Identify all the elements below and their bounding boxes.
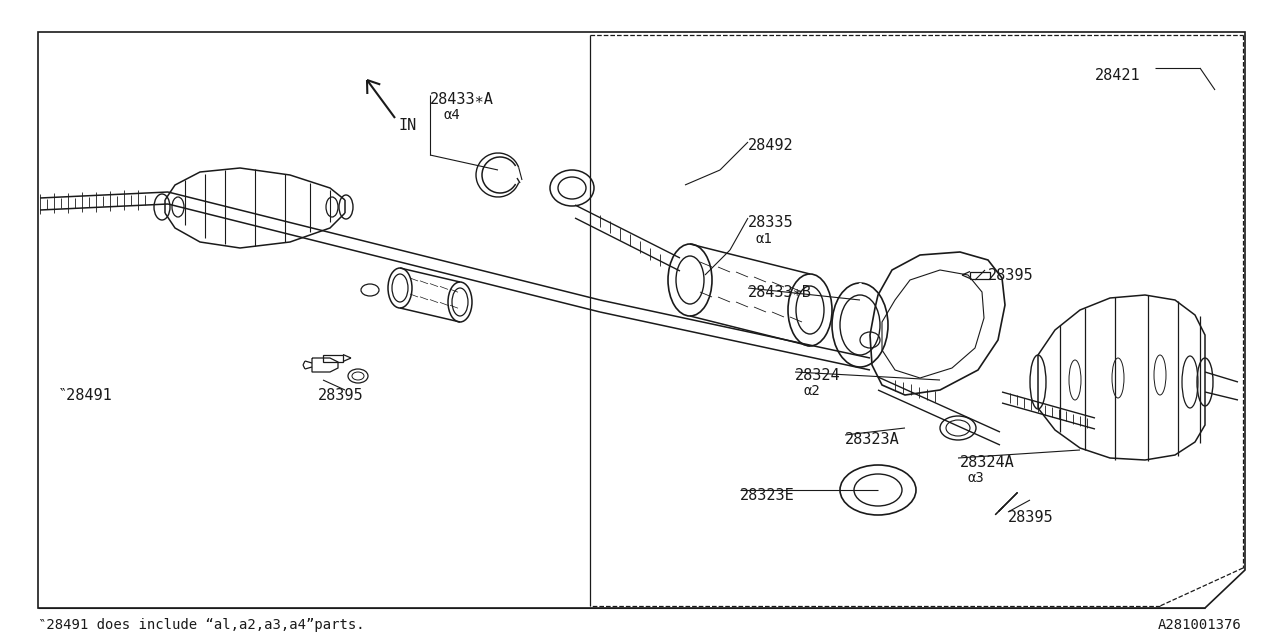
Text: ‶28491: ‶28491 — [58, 388, 113, 403]
Text: α4: α4 — [443, 108, 460, 122]
Text: 28335: 28335 — [748, 215, 794, 230]
Text: 28323A: 28323A — [845, 432, 900, 447]
Text: 28433∗B: 28433∗B — [748, 285, 812, 300]
Text: α2: α2 — [803, 384, 819, 398]
Text: 28395: 28395 — [988, 268, 1034, 283]
Text: α1: α1 — [756, 232, 773, 246]
Text: IN: IN — [398, 118, 416, 133]
Text: 28323E: 28323E — [740, 488, 795, 503]
Text: 28395: 28395 — [317, 388, 364, 403]
Text: 28324A: 28324A — [960, 455, 1015, 470]
Text: A281001376: A281001376 — [1158, 618, 1242, 632]
Text: 28433∗A: 28433∗A — [430, 92, 494, 107]
Text: 28395: 28395 — [1009, 510, 1053, 525]
Text: 28324: 28324 — [795, 368, 841, 383]
Text: 28492: 28492 — [748, 138, 794, 153]
Text: 28421: 28421 — [1094, 68, 1140, 83]
Text: ‶28491 does include “al,a2,a3,a4”parts.: ‶28491 does include “al,a2,a3,a4”parts. — [38, 618, 365, 632]
Text: α3: α3 — [968, 471, 984, 485]
